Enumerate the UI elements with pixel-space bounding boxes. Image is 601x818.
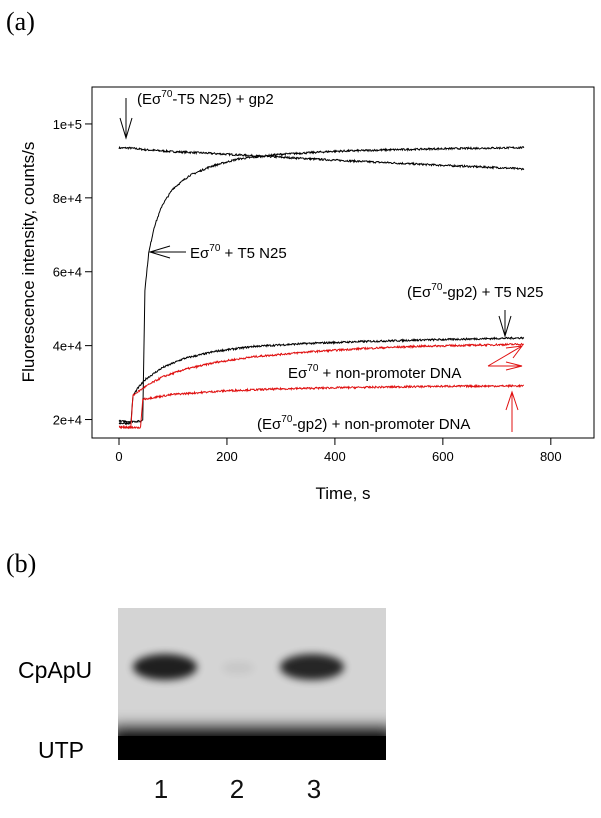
arrow-t5 [148, 245, 186, 259]
utp-band [118, 736, 386, 760]
x-tick-label: 400 [324, 449, 346, 464]
y-tick-label: 2e+4 [53, 413, 82, 428]
label-t5: Eσ70 + T5 N25 [190, 243, 287, 262]
lane-label-2: 2 [230, 774, 244, 804]
label-gp2-t5: (Eσ70-gp2) + T5 N25 [407, 282, 543, 301]
gel-lane-2-band [222, 662, 254, 674]
lane-label-1: 1 [154, 774, 168, 804]
plot-frame [91, 86, 595, 439]
lane-label-3: 3 [307, 774, 321, 804]
fluorescence-chart: 0 200 400 600 800 2e+4 4e+4 6e+4 8e+4 1e+5 Time,… [19, 86, 595, 503]
x-tick-label: 200 [216, 449, 238, 464]
y-axis-title: Fluorescence intensity, counts/s [19, 142, 38, 383]
y-tick-label: 8e+4 [53, 191, 82, 206]
label-gp2: (Eσ70-T5 N25) + gp2 [137, 89, 274, 108]
gel-image: CpApU UTP 1 2 3 [18, 608, 386, 804]
y-axis-ticks: 2e+4 4e+4 6e+4 8e+4 1e+5 [53, 117, 92, 428]
gel-label-cpapu: CpApU [18, 657, 92, 683]
gel-label-utp: UTP [38, 737, 84, 763]
x-tick-label: 600 [432, 449, 454, 464]
label-gp2-nonpromoter: (Eσ70-gp2) + non-promoter DNA [257, 414, 470, 433]
x-axis-ticks: 0 200 400 600 800 [115, 438, 562, 464]
panel-a-label: (a) [6, 7, 35, 36]
series-line-s4 [118, 342, 524, 429]
y-tick-label: 6e+4 [53, 265, 82, 280]
series-layer [118, 145, 525, 430]
y-tick-label: 1e+5 [53, 117, 82, 132]
y-tick-label: 4e+4 [53, 339, 82, 354]
label-nonpromoter: Eσ70 + non-promoter DNA [288, 363, 461, 382]
arrow-nonpromoter [487, 345, 524, 371]
x-tick-label: 0 [115, 449, 122, 464]
gel-lane-1-band [133, 654, 197, 680]
arrow-gp2-nonpromoter [505, 390, 519, 432]
series-line-s1 [118, 145, 525, 171]
arrow-gp2-t5 [498, 310, 512, 338]
series-line-s5 [118, 383, 525, 430]
gel-lane-3-band [280, 654, 344, 680]
x-tick-label: 800 [540, 449, 562, 464]
series-line-s3 [118, 336, 525, 426]
arrow-gp2 [119, 98, 133, 140]
x-axis-title: Time, s [315, 484, 370, 503]
series-line-s2 [118, 146, 525, 424]
panel-b-label: (b) [6, 549, 36, 578]
